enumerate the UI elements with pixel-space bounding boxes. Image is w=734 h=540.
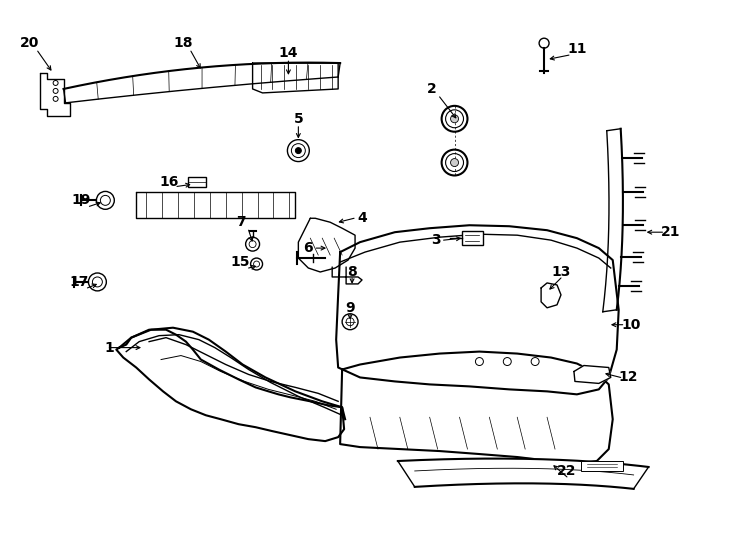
Polygon shape	[574, 366, 611, 383]
Bar	[581, 461, 622, 471]
Polygon shape	[116, 330, 344, 441]
Text: 7: 7	[236, 215, 245, 230]
Text: 8: 8	[347, 265, 357, 279]
Text: 5: 5	[294, 112, 303, 126]
Text: 21: 21	[661, 225, 680, 239]
Text: 10: 10	[621, 318, 640, 332]
Polygon shape	[336, 225, 619, 394]
Polygon shape	[340, 352, 613, 463]
Bar	[462, 231, 484, 245]
Text: 9: 9	[345, 301, 355, 315]
Text: 12: 12	[619, 370, 639, 384]
Circle shape	[295, 147, 302, 153]
Polygon shape	[298, 218, 355, 272]
Text: 14: 14	[279, 46, 298, 60]
Text: 3: 3	[431, 233, 440, 247]
Text: 15: 15	[231, 255, 250, 269]
Text: 19: 19	[72, 193, 91, 207]
Text: 17: 17	[70, 275, 89, 289]
Text: 22: 22	[557, 464, 577, 478]
Polygon shape	[398, 458, 649, 489]
Text: 13: 13	[551, 265, 570, 279]
Polygon shape	[40, 73, 70, 116]
Text: 6: 6	[303, 241, 313, 255]
Circle shape	[451, 115, 459, 123]
Text: 1: 1	[104, 341, 115, 355]
Polygon shape	[252, 63, 338, 93]
Polygon shape	[541, 283, 561, 308]
Polygon shape	[64, 63, 340, 103]
Text: 11: 11	[567, 42, 586, 56]
Text: 2: 2	[426, 82, 437, 96]
Circle shape	[451, 159, 459, 166]
Text: 16: 16	[159, 176, 178, 190]
Text: 4: 4	[357, 211, 367, 225]
Polygon shape	[137, 192, 295, 218]
Bar	[188, 178, 206, 187]
Polygon shape	[603, 129, 623, 312]
Text: 18: 18	[173, 36, 193, 50]
Text: 20: 20	[20, 36, 40, 50]
